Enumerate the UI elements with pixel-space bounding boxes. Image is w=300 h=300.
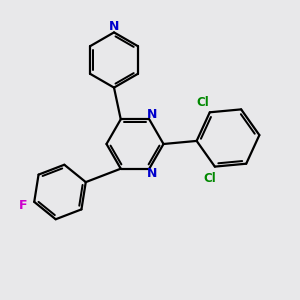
Text: N: N [147, 167, 157, 180]
Text: N: N [109, 20, 119, 33]
Text: F: F [19, 200, 28, 212]
Text: Cl: Cl [203, 172, 216, 184]
Text: N: N [147, 108, 157, 121]
Text: Cl: Cl [196, 95, 209, 109]
